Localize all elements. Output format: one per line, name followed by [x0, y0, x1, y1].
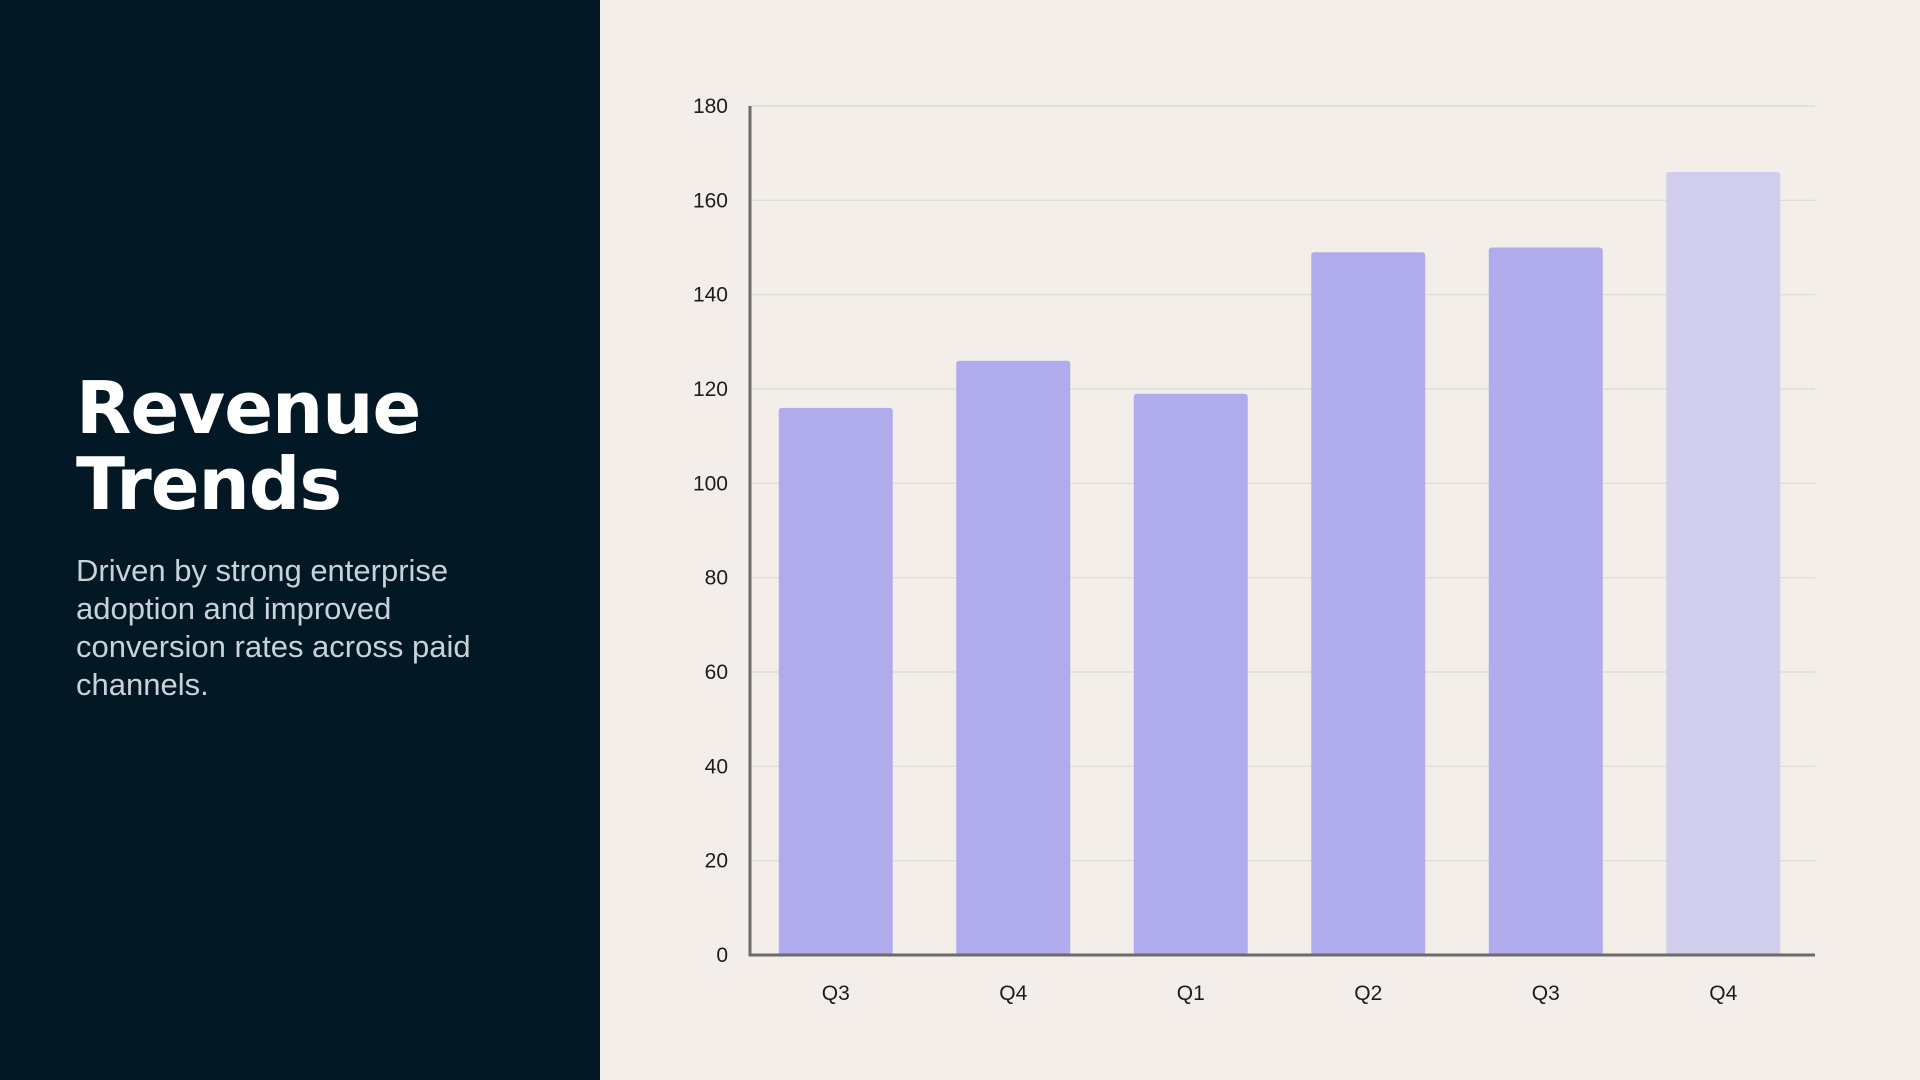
bar-q3-4 — [1488, 247, 1603, 955]
y-tick-label: 180 — [693, 95, 728, 118]
x-tick-label: Q2 — [1354, 982, 1382, 1005]
y-tick-label: 120 — [693, 378, 728, 401]
axes — [748, 106, 1815, 957]
x-tick-label: Q3 — [822, 982, 850, 1005]
bar-chart: 0 20 40 60 80 100 120 140 160 180 Q3 Q4 Q1 Q2 Q3 Q4 — [693, 95, 1815, 1005]
y-tick-label: 140 — [693, 284, 728, 307]
bar-q4-5 — [1666, 172, 1781, 956]
chart-panel: 0 20 40 60 80 100 120 140 160 180 Q3 Q4 Q1 Q2 Q3 Q4 — [600, 0, 1920, 1080]
y-tick-label: 60 — [705, 661, 728, 684]
y-tick-label: 40 — [705, 755, 728, 778]
bars — [778, 172, 1781, 956]
bar-q1-2 — [1133, 393, 1248, 955]
left-panel: Revenue Trends Driven by strong enterpri… — [0, 0, 600, 1080]
x-tick-labels: Q3 Q4 Q1 Q2 Q3 Q4 — [822, 982, 1738, 1005]
x-tick-label: Q4 — [999, 982, 1027, 1005]
y-tick-label: 160 — [693, 189, 728, 212]
bar-q4-1 — [956, 360, 1071, 955]
y-tick-label: 80 — [705, 567, 728, 590]
bar-q3-0 — [778, 407, 893, 955]
x-tick-label: Q1 — [1177, 982, 1205, 1005]
y-tick-label: 0 — [716, 944, 728, 967]
bar-q2-3 — [1311, 252, 1426, 955]
y-tick-label: 20 — [705, 850, 728, 873]
x-tick-label: Q3 — [1532, 982, 1560, 1005]
slide-title: Revenue Trends — [76, 366, 421, 526]
x-tick-label: Q4 — [1709, 982, 1737, 1005]
slide-subtitle: Driven by strong enterprise adoption and… — [76, 553, 471, 702]
grid-lines — [750, 105, 1815, 862]
y-tick-label: 100 — [693, 472, 728, 495]
y-tick-labels: 0 20 40 60 80 100 120 140 160 180 — [693, 95, 728, 967]
